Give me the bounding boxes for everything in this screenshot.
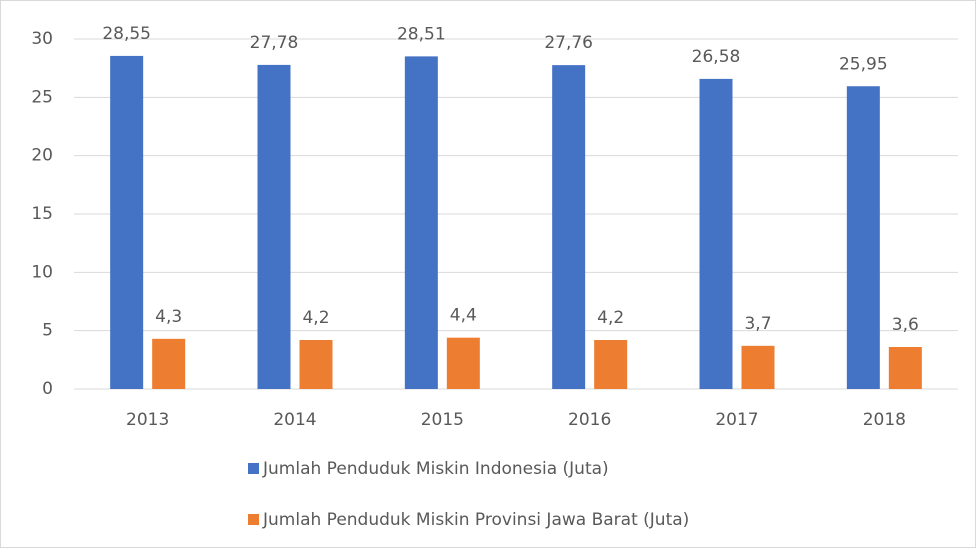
bar xyxy=(110,55,144,390)
bar xyxy=(446,337,480,389)
data-label: 3,7 xyxy=(744,314,771,334)
data-label: 27,78 xyxy=(250,33,299,53)
y-tick-label: 15 xyxy=(31,204,53,224)
legend-swatch xyxy=(248,514,259,525)
data-label: 28,55 xyxy=(102,24,151,44)
y-tick-label: 25 xyxy=(31,87,53,107)
y-tick-label: 5 xyxy=(42,321,53,341)
x-tick-label: 2017 xyxy=(715,410,758,430)
data-label: 4,3 xyxy=(155,307,182,327)
data-label: 3,6 xyxy=(892,315,919,335)
x-tick-label: 2014 xyxy=(273,410,316,430)
bar xyxy=(299,340,333,389)
bar xyxy=(152,338,186,389)
y-tick-label: 10 xyxy=(31,262,53,282)
legend-label: Jumlah Penduduk Miskin Provinsi Jawa Bar… xyxy=(262,510,689,530)
x-tick-label: 2018 xyxy=(863,410,906,430)
bar xyxy=(846,86,880,389)
y-tick-label: 0 xyxy=(42,379,53,399)
data-label: 4,2 xyxy=(597,308,624,328)
x-tick-label: 2016 xyxy=(568,410,611,430)
bar xyxy=(594,340,628,389)
data-label: 28,51 xyxy=(397,24,446,44)
y-tick-label: 20 xyxy=(31,146,53,166)
legend-label: Jumlah Penduduk Miskin Indonesia (Juta) xyxy=(262,459,609,479)
x-tick-label: 2015 xyxy=(421,410,464,430)
bar xyxy=(552,65,586,389)
y-tick-label: 30 xyxy=(31,29,53,49)
bar xyxy=(257,64,291,390)
bar xyxy=(888,347,922,389)
data-label: 26,58 xyxy=(692,47,741,67)
data-label: 4,4 xyxy=(450,306,477,326)
bar xyxy=(404,56,438,390)
bar xyxy=(741,345,775,389)
legend-swatch xyxy=(248,463,259,474)
data-label: 4,2 xyxy=(302,308,329,328)
data-label: 25,95 xyxy=(839,54,888,74)
bar xyxy=(699,78,733,390)
x-tick-label: 2013 xyxy=(126,410,169,430)
data-label: 27,76 xyxy=(544,33,593,53)
